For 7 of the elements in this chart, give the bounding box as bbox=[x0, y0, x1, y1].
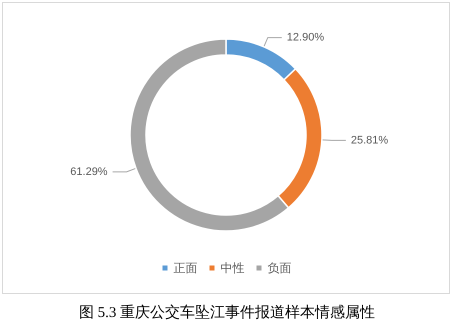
data-label: 25.81% bbox=[350, 134, 388, 146]
legend-label: 正面 bbox=[174, 261, 198, 275]
data-label: 12.90% bbox=[286, 32, 324, 44]
data-label: 61.29% bbox=[70, 166, 108, 178]
text: 图 5.3 重庆公交车坠江事件报道样本情感属性 bbox=[78, 303, 376, 322]
legend-label: 中性 bbox=[220, 261, 244, 275]
legend-label: 负面 bbox=[268, 261, 292, 275]
